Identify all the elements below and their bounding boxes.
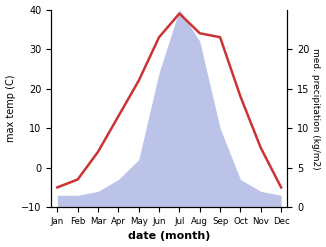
Y-axis label: max temp (C): max temp (C) [6,75,16,142]
X-axis label: date (month): date (month) [128,231,210,242]
Y-axis label: med. precipitation (kg/m2): med. precipitation (kg/m2) [311,48,320,169]
